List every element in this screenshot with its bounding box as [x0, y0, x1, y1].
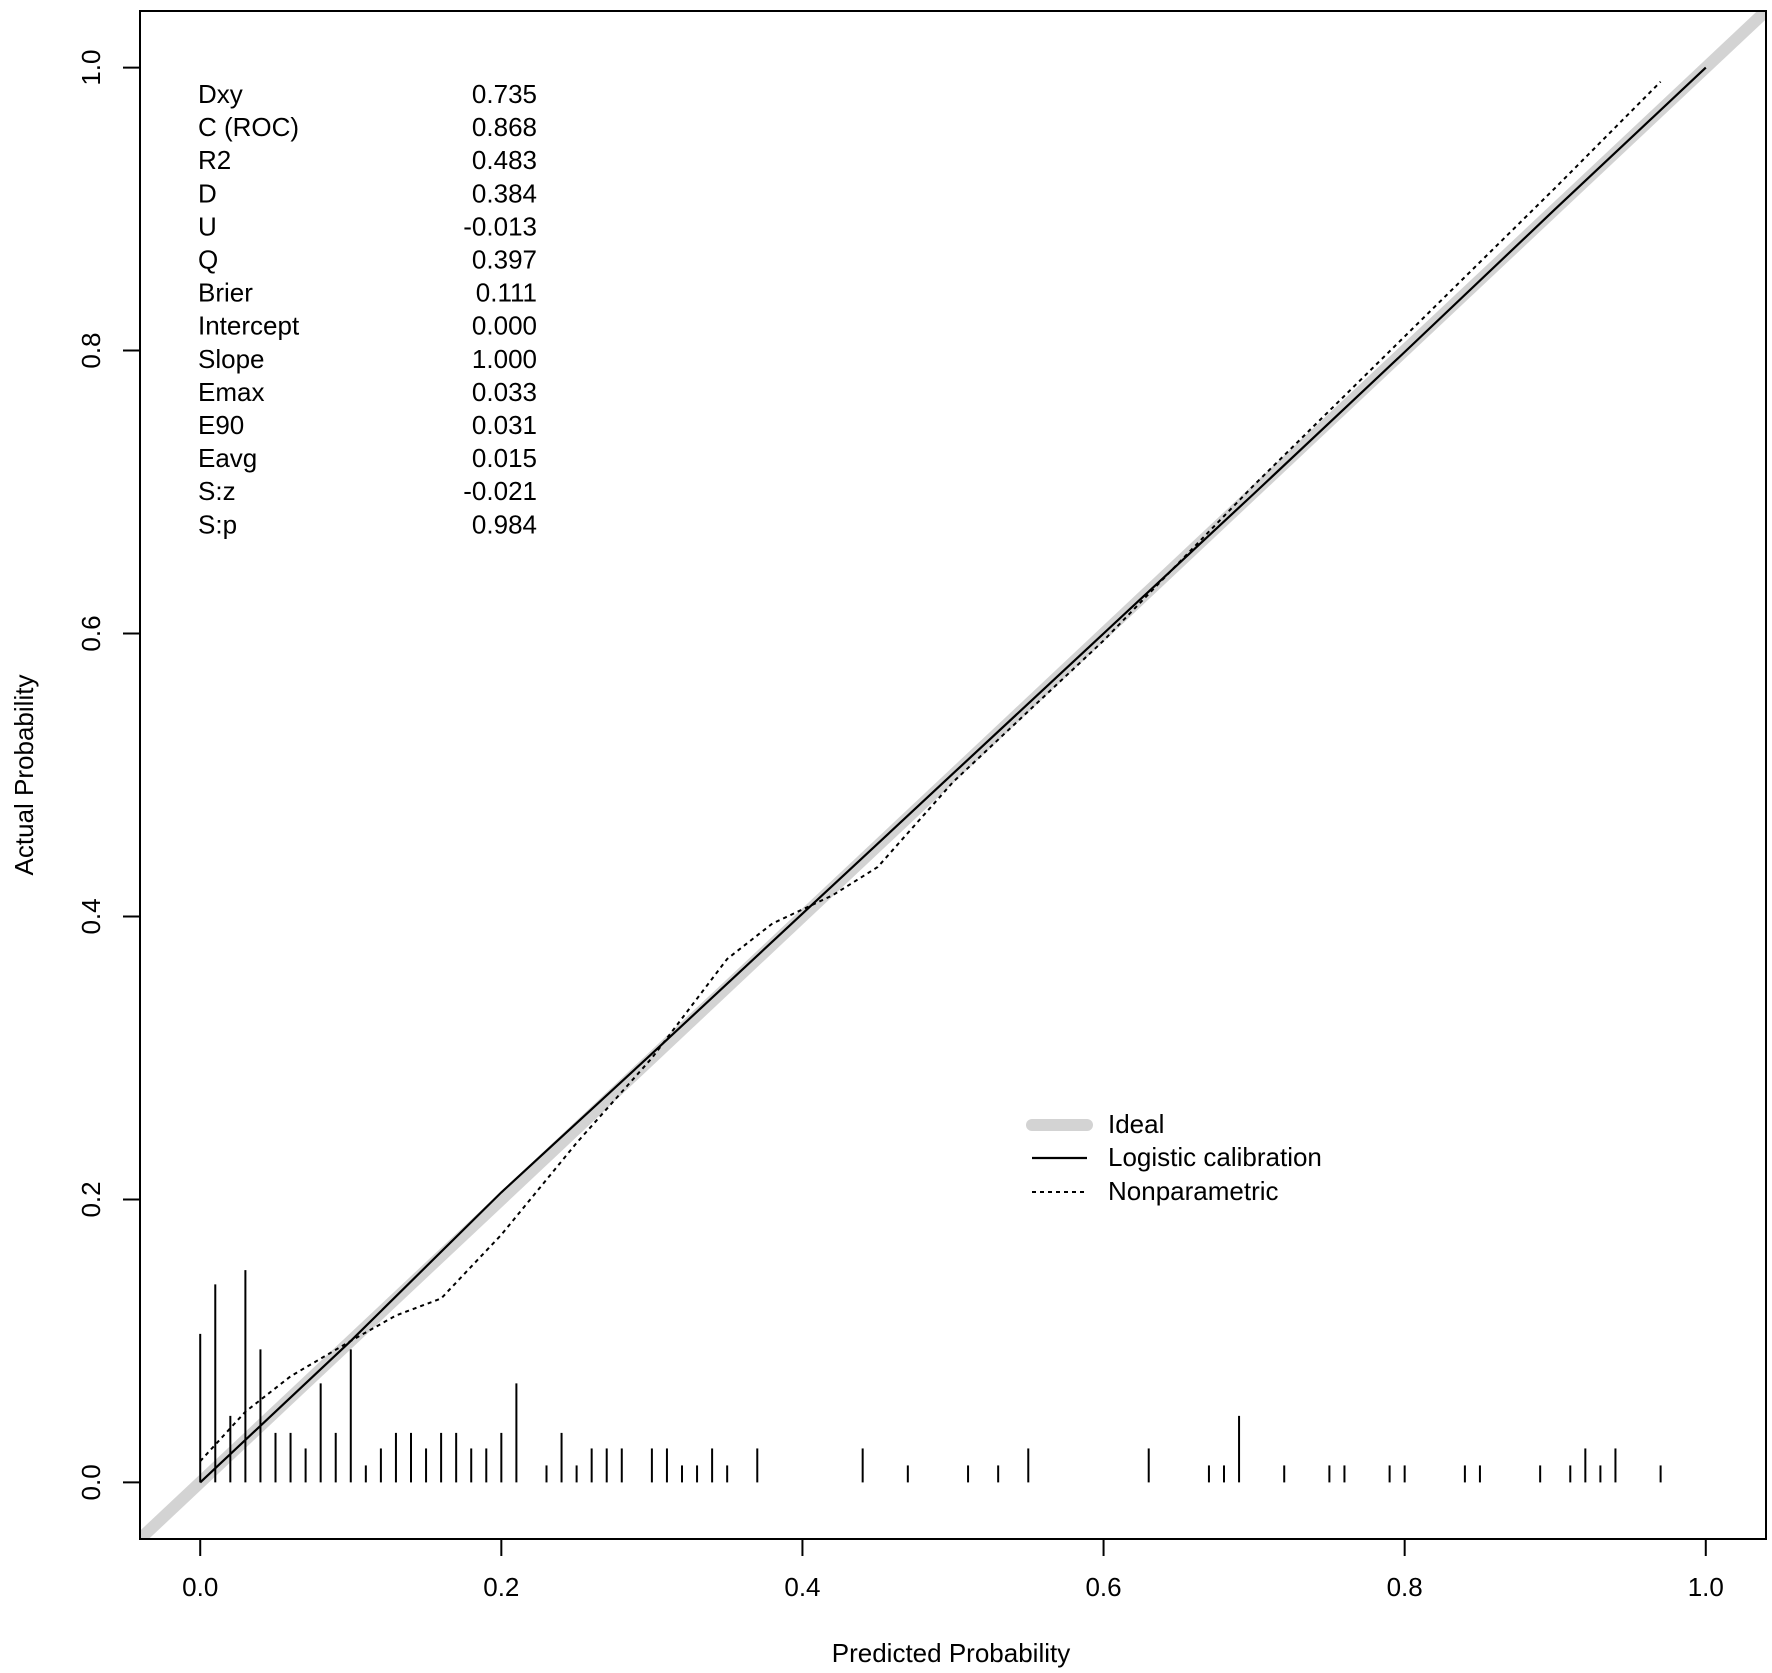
rug-layer — [199, 1270, 1662, 1483]
statistics-table: Dxy 0.735 C (ROC) 0.868 R2 0.483 D 0.384 U -0.013… — [198, 79, 537, 539]
stat-value: 1.000 — [472, 344, 537, 374]
stat-label: U — [198, 211, 217, 241]
stat-label: S:p — [198, 509, 237, 539]
stat-value: 0.984 — [472, 509, 537, 539]
y-tick-label: 0.4 — [76, 898, 106, 934]
y-tick-label: 0.8 — [76, 332, 106, 368]
stat-value: 0.111 — [476, 278, 537, 308]
y-tick-label: 0.6 — [76, 615, 106, 651]
stat-value: -0.013 — [463, 211, 537, 241]
series-layer — [199, 66, 1707, 1484]
stat-label: R2 — [198, 145, 231, 175]
stat-label: Dxy — [198, 79, 243, 109]
stat-label: D — [198, 178, 217, 208]
stat-label: Eavg — [198, 443, 257, 473]
stat-value: 0.735 — [472, 79, 537, 109]
stat-value: 0.384 — [472, 178, 537, 208]
y-axis-title: Actual Probability — [9, 675, 39, 876]
stat-label: S:z — [198, 476, 236, 506]
stat-value: 0.015 — [472, 443, 537, 473]
stat-label: Brier — [198, 278, 253, 308]
x-tick-label: 0.6 — [1085, 1572, 1121, 1602]
stat-label: Emax — [198, 377, 264, 407]
x-tick-label: 0.2 — [483, 1572, 519, 1602]
stat-label: E90 — [198, 410, 244, 440]
stat-value: 0.000 — [472, 311, 537, 341]
legend-label: Nonparametric — [1108, 1176, 1279, 1206]
x-tick-label: 0.4 — [784, 1572, 820, 1602]
x-tick-label: 0.0 — [182, 1572, 218, 1602]
stat-label: Q — [198, 245, 218, 275]
stat-value: 0.868 — [472, 112, 537, 142]
x-axis-title: Predicted Probability — [832, 1638, 1070, 1668]
x-tick-label: 1.0 — [1688, 1572, 1724, 1602]
stat-label: Slope — [198, 344, 265, 374]
stat-value: 0.397 — [472, 245, 537, 275]
stat-label: Intercept — [198, 311, 300, 341]
stat-value: 0.483 — [472, 145, 537, 175]
x-tick-label: 0.8 — [1387, 1572, 1423, 1602]
x-axis: 0.0 0.2 0.4 0.6 0.8 1.0 — [182, 1538, 1724, 1602]
legend-label: Ideal — [1108, 1109, 1164, 1139]
y-tick-label: 1.0 — [76, 50, 106, 86]
logistic-calibration-line — [199, 66, 1707, 1484]
y-tick-label: 0.0 — [76, 1464, 106, 1500]
y-axis: 0.0 0.2 0.4 0.6 0.8 1.0 — [76, 50, 141, 1500]
nonparametric-line — [199, 80, 1662, 1462]
stat-value: 0.033 — [472, 377, 537, 407]
y-tick-label: 0.2 — [76, 1181, 106, 1217]
stat-value: -0.021 — [463, 476, 537, 506]
stat-value: 0.031 — [472, 410, 537, 440]
stat-label: C (ROC) — [198, 112, 299, 142]
legend-label: Logistic calibration — [1108, 1142, 1322, 1172]
